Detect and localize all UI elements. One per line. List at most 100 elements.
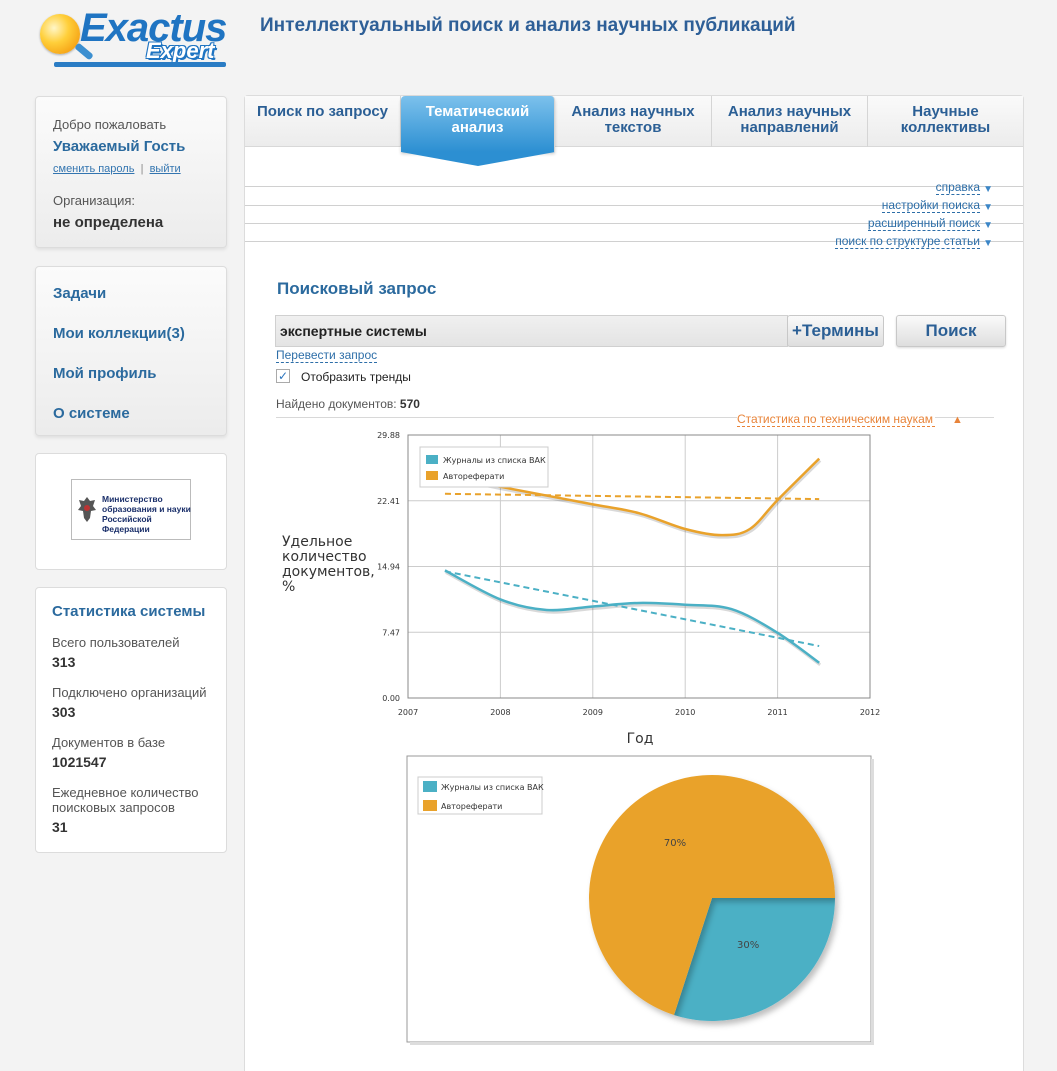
user-name: Уважаемый Гость	[53, 138, 186, 155]
chevron-down-icon: ▼	[983, 238, 993, 249]
chevron-down-icon: ▼	[983, 184, 993, 195]
chevron-up-icon: ▲	[952, 414, 963, 426]
sidebar-menu: Задачи Мои коллекции(3) Мой профиль О си…	[35, 266, 227, 436]
welcome-text: Добро пожаловать	[53, 117, 167, 132]
tab-research-teams[interactable]: Научные коллективы	[900, 103, 991, 136]
change-password-link[interactable]: сменить пароль	[53, 163, 135, 175]
search-button[interactable]: Поиск	[896, 315, 1006, 347]
chevron-down-icon: ▼	[983, 202, 993, 213]
structure-search-link[interactable]: поиск по структуре статьи	[835, 234, 980, 249]
y-tick-label: 29.88	[377, 431, 400, 440]
logo-text-main: Exactus	[80, 6, 227, 50]
legend-label: Автореферати	[443, 472, 504, 481]
x-tick-label: 2011	[767, 708, 787, 717]
sidebar-item-collections[interactable]: Мои коллекции(3)	[53, 325, 185, 342]
user-panel: Добро пожаловать Уважаемый Гость сменить…	[35, 96, 227, 248]
y-tick-label: 7.47	[382, 628, 400, 637]
found-count: 570	[399, 397, 420, 411]
series-line-1	[444, 569, 820, 664]
legend-swatch	[423, 781, 437, 792]
y-axis-label-line: количество	[282, 549, 367, 565]
found-label: Найдено документов:	[276, 397, 397, 411]
site-title: Интеллектуальный поиск и анализ научных …	[260, 15, 796, 36]
exactus-expert-logo[interactable]: Exactus Expert	[36, 6, 236, 76]
sidebar-item-tasks[interactable]: Задачи	[53, 285, 107, 302]
user-links: сменить пароль | выйти	[53, 163, 181, 175]
ministry-panel: Министерство образования и науки Российс…	[35, 453, 227, 570]
advanced-search-link[interactable]: расширенный поиск	[867, 216, 980, 231]
chart-legend: Журналы из списка ВАК Автореферати	[417, 776, 544, 815]
tab-directions-analysis[interactable]: Анализ научных направлений	[712, 96, 868, 147]
trend-line-1	[444, 570, 820, 648]
organization-value: не определена	[53, 214, 164, 231]
y-axis-label-line: %	[282, 579, 295, 595]
globe-icon	[40, 14, 80, 54]
legend-label: Автореферати	[441, 802, 502, 811]
search-input[interactable]	[275, 315, 788, 347]
tab-query-search[interactable]: Поиск по запросу	[245, 96, 401, 147]
y-tick-label: 0.00	[382, 694, 400, 703]
show-trends-label: Отобразить тренды	[301, 370, 411, 384]
legend-swatch	[426, 471, 438, 480]
distribution-pie-chart: 30% 70% Журналы из списка ВАК Автореферати	[406, 755, 874, 1045]
link-separator: |	[140, 163, 144, 175]
logo-text-sub: Expert	[146, 38, 215, 63]
sidebar-item-about[interactable]: О системе	[53, 405, 130, 422]
stat-users-label: Всего пользователей	[52, 635, 180, 650]
x-tick-label: 2008	[490, 708, 510, 717]
x-axis-label: Год	[627, 731, 654, 747]
series-line-2	[444, 457, 821, 537]
tab-thematic-analysis[interactable]: Тематический анализ	[401, 96, 555, 152]
y-axis-label-line: документов,	[282, 564, 375, 580]
option-divider	[245, 186, 1023, 187]
technical-stats-link[interactable]: Статистика по техническим наукам	[737, 412, 936, 427]
logout-link[interactable]: выйти	[149, 163, 181, 175]
legend-label: Журналы из списка ВАК	[441, 783, 544, 792]
x-tick-label: 2012	[860, 708, 880, 717]
logo-underline	[54, 62, 226, 67]
translate-query-link[interactable]: Перевести запрос	[276, 348, 378, 363]
stat-docs-label: Документов в базе	[52, 735, 166, 750]
tab-bar: Поиск по запросу Тематический анализ Ана…	[245, 96, 1023, 152]
legend-swatch	[423, 800, 437, 811]
show-trends-checkbox[interactable]: ✓	[276, 369, 290, 383]
chevron-down-icon: ▼	[983, 220, 993, 231]
found-documents: Найдено документов: 570	[276, 397, 420, 411]
add-terms-button[interactable]: +Термины	[787, 315, 884, 347]
x-tick-label: 2010	[675, 708, 695, 717]
help-link[interactable]: справка	[935, 180, 980, 195]
ministry-logo-text: Министерство образования и науки Российс…	[102, 494, 191, 534]
trend-line-chart: Удельное количество документов,% Год 0.00 7…	[282, 431, 880, 747]
x-tick-label: 2009	[583, 708, 603, 717]
organization-label: Организация:	[53, 193, 136, 208]
stat-queries-value: 31	[52, 819, 68, 835]
search-settings-link[interactable]: настройки поиска	[881, 198, 980, 213]
stat-queries-label: Ежедневное количество поисковых запросов	[52, 785, 199, 815]
legend-swatch	[426, 455, 438, 464]
stat-orgs-value: 303	[52, 704, 76, 720]
pie-slice-label: 70%	[664, 838, 686, 849]
y-axis-label: Удельное количество документов,%	[282, 534, 375, 595]
option-divider	[245, 241, 1023, 242]
system-stats-panel: Статистика системы Всего пользователей 3…	[35, 587, 227, 853]
sidebar-item-profile[interactable]: Мой профиль	[53, 365, 157, 382]
eagle-emblem-icon	[78, 497, 96, 522]
active-tab-pointer	[401, 152, 555, 166]
y-axis-label-line: Удельное	[282, 534, 352, 550]
search-heading: Поисковый запрос	[277, 279, 437, 298]
chart-legend: Журналы из списка ВАК Автореферати	[419, 446, 549, 488]
option-divider	[245, 205, 1023, 206]
system-stats-title: Статистика системы	[52, 603, 206, 620]
pie-slice-1	[673, 898, 835, 1021]
y-tick-label: 14.94	[377, 563, 400, 572]
stat-users-value: 313	[52, 654, 76, 670]
x-tick-label: 2007	[398, 708, 418, 717]
option-divider	[245, 223, 1023, 224]
results-divider	[276, 417, 994, 418]
trend-line-2	[444, 492, 820, 501]
legend-label: Журналы из списка ВАК	[443, 456, 546, 465]
ministry-logo[interactable]: Министерство образования и науки Российс…	[71, 479, 191, 540]
pie-slice-label: 30%	[737, 940, 759, 951]
tab-text-analysis[interactable]: Анализ научных текстов	[555, 96, 712, 147]
stat-orgs-label: Подключено организаций	[52, 685, 207, 700]
